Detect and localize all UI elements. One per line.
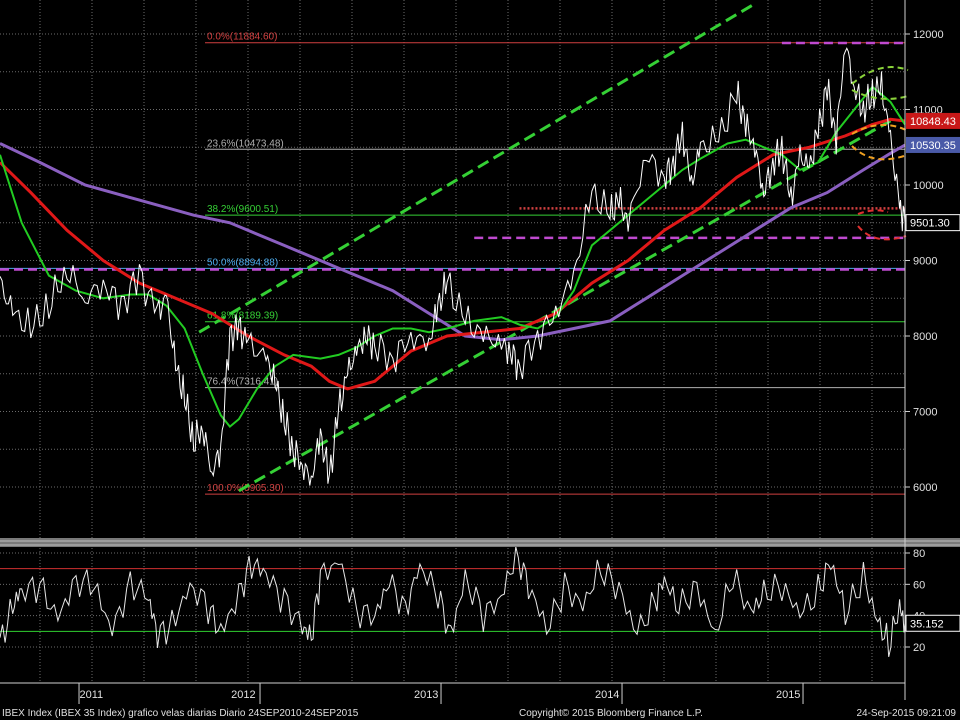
ma-fast-line (0, 85, 906, 429)
value-tags: 10848.43 10530.35 9501.30 35.152 (905, 112, 960, 632)
y-tick-label: 10000 (913, 180, 944, 192)
y-tick-label: 9000 (913, 256, 937, 268)
rsi-line (0, 546, 906, 658)
y-tick-label: 7000 (913, 407, 937, 419)
footer: IBEX Index (IBEX 35 Index) grafico velas… (2, 708, 956, 719)
x-tick-label: 2011 (80, 689, 104, 701)
fib-label: 61.8%(8189.39) (207, 311, 278, 322)
arc-green (851, 66, 909, 85)
arc-red (857, 209, 889, 215)
fib-label: 50.0%(8894.88) (207, 257, 278, 268)
value-tag-box (906, 136, 960, 153)
x-tick-label: 2012 (231, 689, 255, 701)
value-tag-label: 9501.30 (910, 218, 950, 230)
rsi-tick-label: 60 (913, 579, 925, 591)
arc-orange (851, 145, 905, 161)
rsi-tick-label: 20 (913, 642, 925, 654)
price-line (0, 47, 906, 486)
y-tick-label: 8000 (913, 331, 937, 343)
value-tag-label: 35.152 (910, 618, 944, 630)
value-tag-box (906, 112, 960, 129)
footer-left: IBEX Index (IBEX 35 Index) grafico velas… (2, 708, 359, 719)
y-tick-label: 12000 (913, 29, 944, 41)
highlight-arcs (851, 66, 909, 241)
rsi-tick-label: 80 (913, 548, 925, 560)
value-tag-box (905, 214, 960, 232)
dashed-levels (0, 41, 905, 271)
y-tick-label: 6000 (913, 482, 937, 494)
x-tick-label: 2014 (595, 689, 619, 701)
arc-red (857, 225, 907, 241)
fib-label: 23.6%(10473.48) (207, 138, 284, 149)
value-tag-label: 10530.35 (910, 140, 956, 152)
arc-green (851, 89, 909, 100)
arc-orange (851, 123, 907, 135)
fib-label: 0.0%(11884.60) (207, 32, 277, 43)
value-tag-label: 10848.43 (910, 116, 956, 128)
footer-center: Copyright© 2015 Bloomberg Finance L.P. (519, 708, 703, 719)
x-tick-label: 2013 (414, 689, 438, 701)
ma-mid-line (0, 117, 906, 391)
ma-slow-line (0, 142, 906, 342)
x-tick-label: 2015 (776, 689, 800, 701)
axes: 6000700080009000100001100012000204060802… (0, 0, 960, 704)
footer-right: 24-Sep-2015 09:21:09 (856, 708, 956, 719)
rsi-series (0, 546, 906, 658)
value-tag-box (905, 614, 960, 632)
price-series (0, 47, 906, 486)
panel-separator (0, 538, 960, 547)
fib-label: 76.4%(7316.41) (207, 377, 278, 388)
fib-label: 38.2%(9600.51) (207, 204, 278, 215)
